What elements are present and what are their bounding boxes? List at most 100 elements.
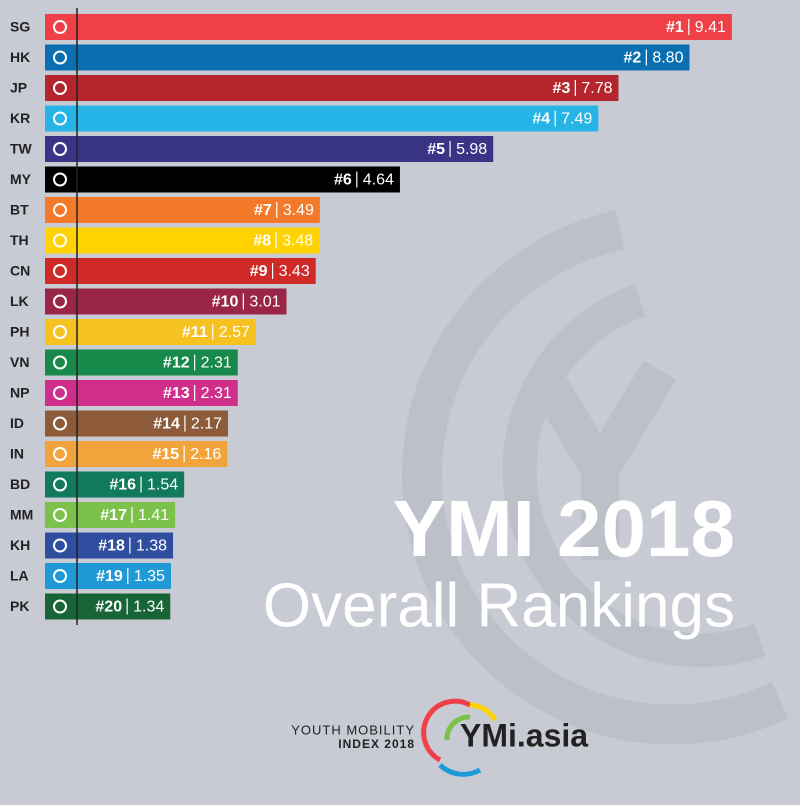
flag-icon bbox=[53, 477, 67, 492]
bar bbox=[45, 136, 494, 162]
category-label: LA bbox=[10, 568, 29, 584]
category-label: TW bbox=[10, 141, 33, 157]
flag-icon bbox=[53, 416, 67, 431]
bar bbox=[45, 44, 690, 71]
value-label: 1.41 bbox=[138, 507, 169, 524]
rank-label: #6 bbox=[334, 172, 352, 189]
value-label: 2.16 bbox=[190, 446, 221, 463]
category-label: IN bbox=[10, 446, 24, 462]
category-label: KR bbox=[10, 110, 30, 126]
watermark-logo bbox=[402, 210, 789, 745]
rank-label: #10 bbox=[212, 294, 239, 311]
rank-label: #1 bbox=[666, 19, 684, 36]
value-label: 1.38 bbox=[136, 538, 167, 555]
flag-icon bbox=[53, 81, 67, 95]
value-label: 5.98 bbox=[456, 141, 487, 158]
bar bbox=[45, 105, 599, 132]
bar bbox=[45, 258, 316, 284]
rank-label: #11 bbox=[182, 324, 208, 341]
rank-label: #14 bbox=[153, 416, 180, 433]
flag-icon bbox=[53, 50, 67, 65]
flag-icon bbox=[53, 599, 67, 614]
category-label: HK bbox=[10, 49, 30, 65]
bar bbox=[45, 197, 320, 223]
flag-icon bbox=[53, 355, 67, 370]
value-label: 1.35 bbox=[134, 568, 165, 585]
flag-icon bbox=[53, 447, 67, 461]
rank-label: #9 bbox=[250, 263, 268, 280]
bar bbox=[45, 319, 256, 345]
value-label: 9.41 bbox=[695, 19, 726, 36]
category-label: PK bbox=[10, 598, 29, 614]
bar bbox=[45, 166, 400, 193]
category-label: NP bbox=[10, 385, 29, 401]
category-label: LK bbox=[10, 293, 29, 309]
value-label: 8.80 bbox=[652, 50, 683, 67]
value-label: 3.48 bbox=[282, 233, 313, 250]
value-label: 1.34 bbox=[133, 599, 164, 616]
flag-icon bbox=[53, 325, 67, 339]
flag-icon bbox=[53, 203, 67, 217]
category-label: MM bbox=[10, 507, 33, 523]
value-label: 3.01 bbox=[249, 294, 280, 311]
category-label: TH bbox=[10, 232, 29, 248]
rank-label: #16 bbox=[109, 477, 136, 494]
flag-icon bbox=[53, 264, 67, 278]
category-label: MY bbox=[10, 171, 32, 187]
flag-icon bbox=[53, 20, 67, 34]
category-label: BD bbox=[10, 476, 30, 492]
rank-label: #17 bbox=[100, 507, 127, 524]
chart-title: YMI 2018 bbox=[393, 484, 735, 573]
flag-icon bbox=[53, 142, 67, 156]
category-label: KH bbox=[10, 537, 30, 553]
flag-icon bbox=[53, 111, 67, 126]
value-label: 2.17 bbox=[191, 416, 222, 433]
flag-icon bbox=[53, 569, 67, 583]
category-label: BT bbox=[10, 202, 29, 218]
flag-icon bbox=[53, 538, 67, 553]
bar bbox=[45, 471, 185, 498]
bar bbox=[45, 75, 619, 101]
rank-label: #2 bbox=[624, 50, 642, 67]
value-label: 2.57 bbox=[219, 324, 250, 341]
rank-label: #12 bbox=[163, 355, 190, 372]
value-label: 3.43 bbox=[279, 263, 310, 280]
footer-line: YOUTH MOBILITY bbox=[291, 722, 415, 737]
rank-label: #18 bbox=[98, 538, 125, 555]
rank-label: #8 bbox=[253, 233, 271, 250]
value-label: 2.31 bbox=[201, 355, 232, 372]
flag-icon bbox=[53, 508, 67, 522]
rank-label: #15 bbox=[152, 446, 179, 463]
category-label: JP bbox=[10, 80, 27, 96]
value-label: 3.49 bbox=[283, 202, 314, 219]
value-label: 4.64 bbox=[363, 172, 394, 189]
category-label: CN bbox=[10, 263, 30, 279]
value-label: 7.78 bbox=[581, 80, 612, 97]
category-label: ID bbox=[10, 415, 24, 431]
category-label: SG bbox=[10, 19, 30, 35]
value-label: 7.49 bbox=[561, 111, 592, 128]
bar bbox=[45, 288, 287, 315]
logo-text: YMi.asia bbox=[460, 717, 588, 753]
bar bbox=[45, 227, 320, 254]
rank-label: #5 bbox=[427, 141, 445, 158]
flag-icon bbox=[53, 172, 67, 187]
category-label: PH bbox=[10, 324, 29, 340]
chart-subtitle: Overall Rankings bbox=[263, 571, 735, 640]
value-label: 2.31 bbox=[201, 385, 232, 402]
bar bbox=[45, 14, 732, 40]
rank-label: #13 bbox=[163, 385, 190, 402]
rank-label: #20 bbox=[95, 599, 122, 616]
rank-label: #19 bbox=[96, 568, 123, 585]
rank-label: #3 bbox=[553, 80, 571, 97]
flag-icon bbox=[53, 233, 67, 248]
category-label: VN bbox=[10, 354, 29, 370]
rank-label: #7 bbox=[254, 202, 272, 219]
bar bbox=[45, 410, 229, 437]
flag-icon bbox=[53, 386, 67, 400]
bar bbox=[45, 441, 228, 467]
rank-label: #4 bbox=[532, 111, 550, 128]
value-label: 1.54 bbox=[147, 477, 178, 494]
flag-icon bbox=[53, 294, 67, 309]
